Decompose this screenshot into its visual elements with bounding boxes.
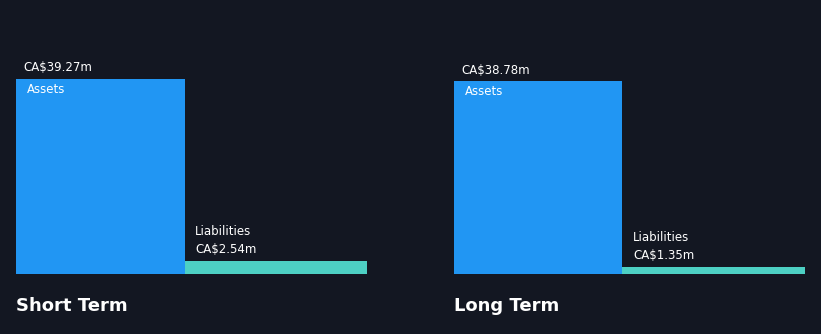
- Bar: [185, 261, 367, 274]
- Bar: [622, 267, 805, 274]
- Bar: [16, 79, 185, 274]
- Text: CA$39.27m: CA$39.27m: [24, 61, 92, 74]
- Text: Assets: Assets: [465, 86, 503, 99]
- Text: Long Term: Long Term: [454, 297, 560, 315]
- Text: CA$2.54m: CA$2.54m: [195, 243, 256, 257]
- Text: Short Term: Short Term: [16, 297, 128, 315]
- Text: Liabilities: Liabilities: [195, 225, 251, 238]
- Text: Liabilities: Liabilities: [633, 231, 689, 244]
- Text: CA$1.35m: CA$1.35m: [633, 249, 695, 262]
- Bar: [454, 81, 622, 274]
- Text: Assets: Assets: [27, 83, 66, 96]
- Text: CA$38.78m: CA$38.78m: [461, 63, 530, 76]
